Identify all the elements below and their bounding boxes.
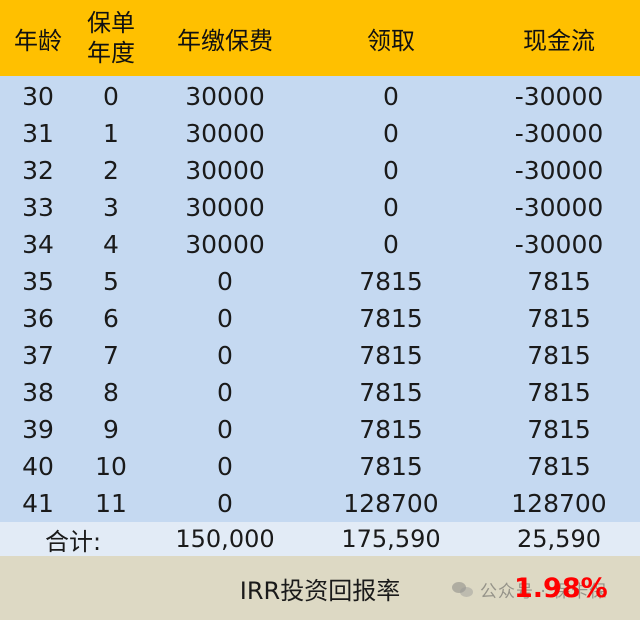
cell-cashflow: -30000 (514, 82, 604, 111)
total-receive: 175,590 (341, 525, 441, 553)
cell-receive: 7815 (359, 378, 423, 407)
cell-policy-year: 10 (95, 452, 127, 481)
cell-policy-year: 5 (103, 267, 119, 296)
cell-age: 35 (22, 267, 54, 296)
cell-receive: 7815 (359, 341, 423, 370)
cell-receive: 7815 (359, 304, 423, 333)
table-row: 32 2 30000 0 -30000 (0, 152, 640, 189)
cell-cashflow: -30000 (514, 156, 604, 185)
cell-premium: 30000 (185, 193, 265, 222)
cell-premium: 30000 (185, 119, 265, 148)
cell-policy-year: 0 (103, 82, 119, 111)
cell-receive: 0 (383, 230, 399, 259)
total-row: 合计: 150,000 175,590 25,590 (0, 522, 640, 556)
cell-premium: 0 (217, 304, 233, 333)
cell-age: 34 (22, 230, 54, 259)
table-row: 31 1 30000 0 -30000 (0, 115, 640, 152)
table-row: 33 3 30000 0 -30000 (0, 189, 640, 226)
cell-cashflow: 7815 (527, 415, 591, 444)
cell-receive: 0 (383, 82, 399, 111)
header-annual-premium: 年缴保费 (177, 26, 273, 55)
wechat-icon (452, 580, 474, 598)
watermark-text: 公众号 · 保卡保 (480, 581, 608, 602)
cell-cashflow: -30000 (514, 119, 604, 148)
header-age: 年龄 (14, 26, 62, 55)
cell-policy-year: 11 (95, 489, 127, 518)
cell-premium: 0 (217, 452, 233, 481)
irr-value: 1.98% (514, 572, 608, 604)
cell-policy-year: 9 (103, 415, 119, 444)
irr-row: IRR投资回报率 公众号 · 保卡保 1.98% (0, 556, 640, 620)
table-row: 37 7 0 7815 7815 (0, 337, 640, 374)
cell-cashflow: 128700 (511, 489, 607, 518)
cell-cashflow: 7815 (527, 341, 591, 370)
cell-policy-year: 1 (103, 119, 119, 148)
table-row: 36 6 0 7815 7815 (0, 300, 640, 337)
cell-receive: 0 (383, 119, 399, 148)
cell-receive: 0 (383, 156, 399, 185)
header-policy-year-line2: 年度 (87, 39, 135, 67)
table-row: 39 9 0 7815 7815 (0, 411, 640, 448)
cell-receive: 7815 (359, 267, 423, 296)
cell-cashflow: 7815 (527, 267, 591, 296)
cell-premium: 0 (217, 415, 233, 444)
cell-receive: 128700 (343, 489, 439, 518)
cell-premium: 0 (217, 267, 233, 296)
table-row: 35 5 0 7815 7815 (0, 263, 640, 300)
cell-age: 30 (22, 82, 54, 111)
cell-receive: 0 (383, 193, 399, 222)
table-row: 38 8 0 7815 7815 (0, 374, 640, 411)
cell-policy-year: 2 (103, 156, 119, 185)
cell-age: 37 (22, 341, 54, 370)
cell-policy-year: 8 (103, 378, 119, 407)
cell-cashflow: -30000 (514, 230, 604, 259)
cell-cashflow: 7815 (527, 378, 591, 407)
cell-premium: 30000 (185, 82, 265, 111)
cell-age: 38 (22, 378, 54, 407)
cell-premium: 0 (217, 378, 233, 407)
watermark: 公众号 · 保卡保 (452, 574, 607, 604)
cell-policy-year: 4 (103, 230, 119, 259)
cell-policy-year: 7 (103, 341, 119, 370)
total-premium: 150,000 (175, 525, 275, 553)
cell-policy-year: 3 (103, 193, 119, 222)
cell-age: 41 (22, 489, 54, 518)
header-policy-year-line1: 保单 (87, 9, 135, 37)
header-policy-year: 保单 年度 (76, 0, 146, 76)
cell-age: 32 (22, 156, 54, 185)
cell-receive: 7815 (359, 452, 423, 481)
cell-premium: 30000 (185, 156, 265, 185)
cell-age: 39 (22, 415, 54, 444)
table-row: 41 11 0 128700 128700 (0, 485, 640, 522)
header-receive: 领取 (367, 26, 415, 55)
header-cashflow: 现金流 (523, 26, 595, 55)
cell-age: 36 (22, 304, 54, 333)
table-body: 30 0 30000 0 -30000 31 1 30000 0 -30000 32 2 30000 0-… (0, 76, 640, 522)
cell-cashflow: -30000 (514, 193, 604, 222)
cell-age: 40 (22, 452, 54, 481)
cell-cashflow: 7815 (527, 452, 591, 481)
cell-receive: 7815 (359, 415, 423, 444)
cell-age: 31 (22, 119, 54, 148)
irr-label: IRR投资回报率 (239, 576, 401, 605)
cell-premium: 30000 (185, 230, 265, 259)
total-cashflow: 25,590 (517, 525, 601, 553)
cell-age: 33 (22, 193, 54, 222)
table-row: 34 4 30000 0 -30000 (0, 226, 640, 263)
table-row: 40 10 0 7815 7815 (0, 448, 640, 485)
table-header: 年龄 保单 年度 年缴保费 领取 现金流 (0, 0, 640, 76)
total-label: 合计: (44, 527, 102, 556)
cell-cashflow: 7815 (527, 304, 591, 333)
cell-policy-year: 6 (103, 304, 119, 333)
table-row: 30 0 30000 0 -30000 (0, 78, 640, 115)
cell-premium: 0 (217, 489, 233, 518)
cell-premium: 0 (217, 341, 233, 370)
